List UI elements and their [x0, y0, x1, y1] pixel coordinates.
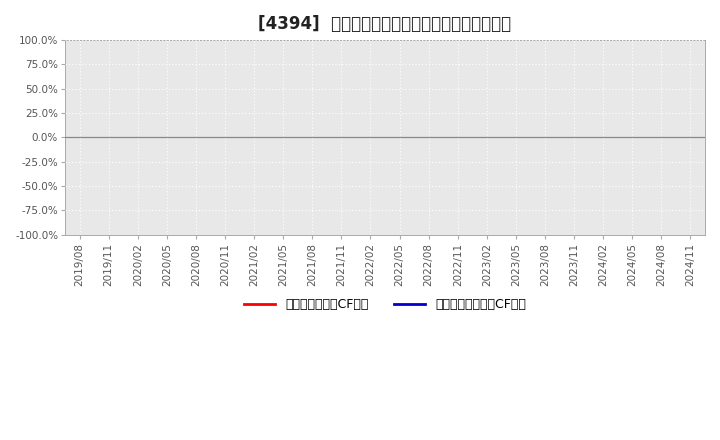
Title: [4394]  有利子負債キャッシュフロー比率の推移: [4394] 有利子負債キャッシュフロー比率の推移: [258, 15, 512, 33]
Legend: 有利子負債営業CF比率, 有利子負債フリーCF比率: 有利子負債営業CF比率, 有利子負債フリーCF比率: [239, 293, 531, 316]
